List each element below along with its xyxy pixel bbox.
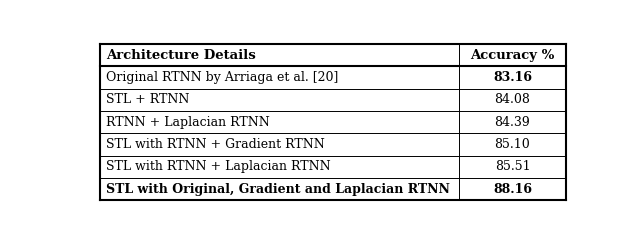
- Text: Original RTNN by Arriaga et al. [20]: Original RTNN by Arriaga et al. [20]: [106, 71, 338, 84]
- Text: RTNN + Laplacian RTNN: RTNN + Laplacian RTNN: [106, 116, 269, 129]
- Text: Architecture Details: Architecture Details: [106, 49, 255, 62]
- Text: STL with RTNN + Laplacian RTNN: STL with RTNN + Laplacian RTNN: [106, 160, 330, 173]
- Text: 85.51: 85.51: [495, 160, 531, 173]
- Text: 88.16: 88.16: [493, 182, 532, 195]
- Text: STL + RTNN: STL + RTNN: [106, 93, 189, 106]
- Text: Accuracy %: Accuracy %: [470, 49, 555, 62]
- Text: STL with RTNN + Gradient RTNN: STL with RTNN + Gradient RTNN: [106, 138, 324, 151]
- Text: 85.10: 85.10: [495, 138, 531, 151]
- Text: STL with Original, Gradient and Laplacian RTNN: STL with Original, Gradient and Laplacia…: [106, 182, 450, 195]
- Text: 83.16: 83.16: [493, 71, 532, 84]
- Text: 84.08: 84.08: [495, 93, 531, 106]
- Text: 84.39: 84.39: [495, 116, 531, 129]
